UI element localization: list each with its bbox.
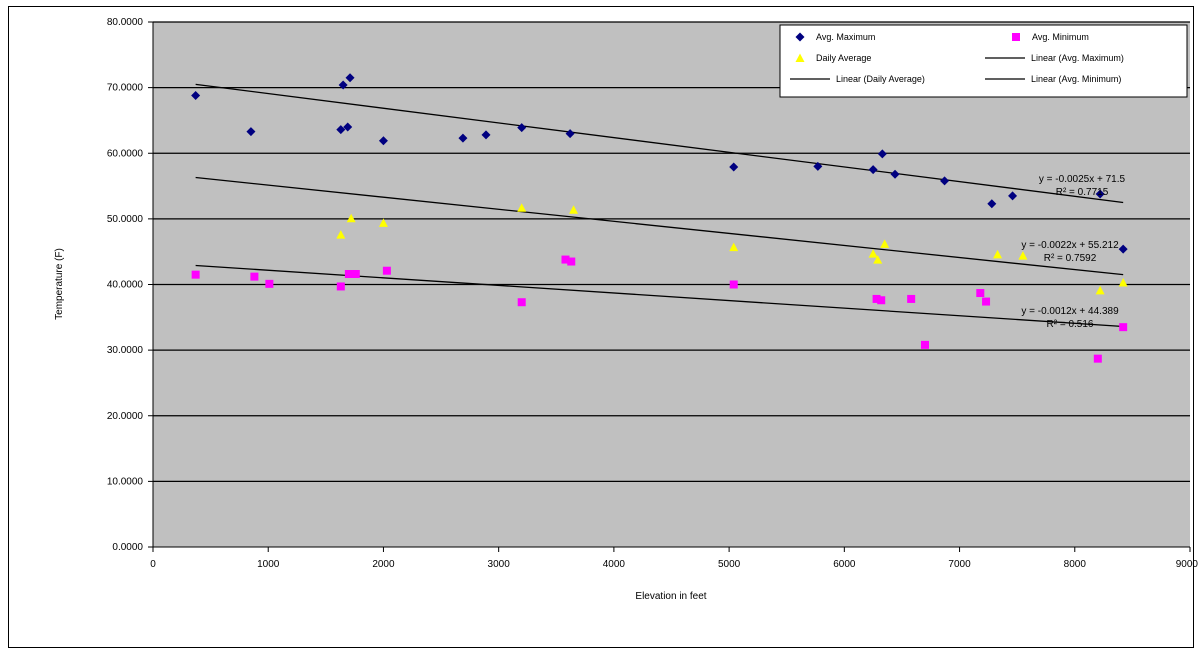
point-max <box>940 176 950 186</box>
legend-label-trend_avg: Linear (Daily Average) <box>836 74 925 84</box>
y-axis-title: Temperature (F) <box>54 248 65 320</box>
point-min <box>729 280 738 289</box>
point-avg <box>346 213 356 223</box>
point-min <box>351 270 360 278</box>
x-tick-label: 8000 <box>1064 559 1087 570</box>
point-min <box>382 266 391 275</box>
x-tick-label: 9000 <box>1176 559 1199 570</box>
point-max <box>1008 191 1018 201</box>
legend-label-trend_min: Linear (Avg. Minimum) <box>1031 74 1121 84</box>
y-tick-label: 70.0000 <box>107 83 144 94</box>
point-max <box>481 130 491 140</box>
legend: Avg. Maximum Avg. Minimum Daily Average Lin… <box>779 24 1188 98</box>
point-max <box>378 136 388 146</box>
point-min <box>1119 323 1128 332</box>
legend-marker-max <box>795 32 805 42</box>
point-min <box>567 257 576 266</box>
point-min <box>872 294 881 303</box>
point-min <box>191 270 200 279</box>
y-tick-label: 20.0000 <box>107 411 144 422</box>
x-tick-label: 0 <box>150 559 156 570</box>
x-tick-label: 7000 <box>948 559 971 570</box>
point-max <box>458 133 468 143</box>
equation-avg: y = -0.0022x + 55.212 <box>1021 240 1119 251</box>
point-max <box>987 199 997 209</box>
x-tick-label: 6000 <box>833 559 856 570</box>
axes: 0.0000 10.0000 20.0000 30.0000 40.0000 50.000… <box>107 17 1199 570</box>
point-min <box>1093 354 1102 363</box>
point-avg <box>873 255 883 264</box>
legend-label-trend_max: Linear (Avg. Maximum) <box>1031 53 1124 63</box>
equation-max: y = -0.0025x + 71.5 <box>1039 174 1126 185</box>
point-max <box>890 169 900 179</box>
point-min <box>976 289 985 298</box>
y-tick-label: 30.0000 <box>107 345 144 356</box>
point-avg <box>1018 251 1028 260</box>
y-tick-label: 40.0000 <box>107 280 144 291</box>
legend-label-min: Avg. Minimum <box>1032 32 1089 42</box>
trendline-avg <box>195 176 1124 276</box>
data-points <box>191 73 1128 363</box>
point-max <box>336 125 346 135</box>
point-min <box>265 279 274 288</box>
point-max <box>729 162 739 172</box>
trend-equations: y = -0.0025x + 71.5 R² = 0.7715 y = -0.002… <box>1021 174 1125 330</box>
point-max <box>517 123 527 133</box>
point-avg <box>1095 285 1105 295</box>
point-max <box>1118 244 1128 254</box>
gridlines <box>153 21 1190 482</box>
trendline-max <box>195 83 1124 204</box>
point-min <box>907 294 916 303</box>
y-tick-label: 60.0000 <box>107 148 144 159</box>
point-avg <box>729 242 739 252</box>
point-max <box>338 80 348 90</box>
legend-label-avg: Daily Average <box>816 53 871 63</box>
point-avg <box>569 205 579 214</box>
x-tick-label: 1000 <box>257 559 280 570</box>
point-min <box>982 297 991 306</box>
point-max <box>868 165 878 175</box>
point-min <box>336 282 345 291</box>
point-min <box>877 296 886 305</box>
x-tick-label: 2000 <box>372 559 395 570</box>
x-axis-title: Elevation in feet <box>635 591 706 602</box>
point-min <box>517 298 526 307</box>
point-avg <box>993 249 1003 259</box>
y-tick-label: 10.0000 <box>107 476 144 487</box>
point-max <box>1095 189 1105 199</box>
y-tick-label: 0.0000 <box>112 542 143 553</box>
point-avg <box>517 203 527 212</box>
x-tick-label: 4000 <box>603 559 626 570</box>
point-max <box>345 73 355 83</box>
point-max <box>813 161 823 171</box>
point-max <box>191 91 201 100</box>
point-avg <box>880 239 890 248</box>
equation-min: y = -0.0012x + 44.389 <box>1021 306 1119 317</box>
x-tick-label: 5000 <box>718 559 741 570</box>
x-tick-label: 3000 <box>488 559 511 570</box>
point-avg <box>1118 278 1128 287</box>
point-min <box>920 340 929 349</box>
r-squared-avg: R² = 0.7592 <box>1044 253 1097 264</box>
legend-label-max: Avg. Maximum <box>816 32 875 42</box>
point-max <box>877 149 887 159</box>
point-max <box>246 127 256 137</box>
legend-marker-avg <box>795 53 805 62</box>
point-avg <box>868 249 878 258</box>
legend-box <box>779 24 1188 98</box>
r-squared-max: R² = 0.7715 <box>1056 187 1109 198</box>
r-squared-min: R² = 0.516 <box>1047 319 1094 330</box>
legend-marker-min <box>1012 33 1020 41</box>
point-min <box>344 270 353 278</box>
point-max <box>343 122 353 132</box>
point-avg <box>378 218 388 227</box>
point-min <box>250 272 259 281</box>
point-avg <box>336 230 346 239</box>
y-tick-label: 80.0000 <box>107 17 144 28</box>
point-max <box>565 129 575 139</box>
y-tick-label: 50.0000 <box>107 214 144 225</box>
point-min <box>561 255 570 264</box>
